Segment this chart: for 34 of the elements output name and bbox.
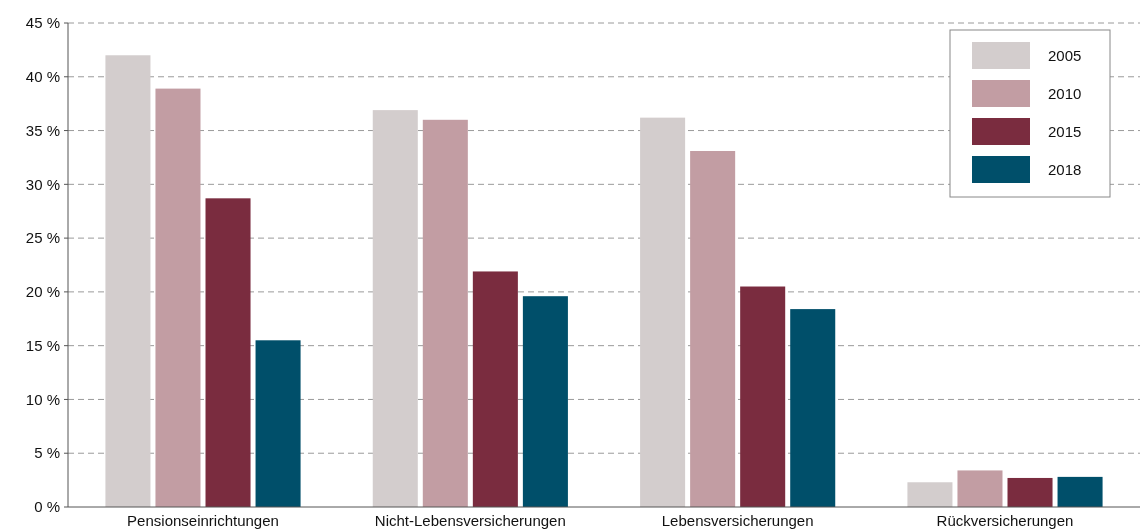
legend-label: 2015 — [1048, 123, 1082, 141]
y-tick-label: 10 % — [25, 390, 60, 408]
bar — [740, 286, 786, 507]
y-tick-label: 25 % — [25, 229, 60, 247]
legend-label: 2005 — [1048, 47, 1082, 65]
y-tick-label: 20 % — [25, 283, 60, 301]
bar — [155, 88, 201, 507]
y-tick-label: 45 % — [25, 14, 60, 32]
x-tick-label: Lebensversicherungen — [661, 512, 814, 529]
bar — [105, 55, 151, 507]
legend-label: 2018 — [1048, 161, 1082, 179]
bar — [372, 110, 418, 507]
bar — [790, 309, 836, 507]
x-tick-label: Pensionseinrichtungen — [127, 512, 279, 529]
bar — [907, 482, 953, 507]
bar — [472, 271, 518, 507]
y-tick-label: 5 % — [34, 444, 60, 462]
x-tick-label: Rückversicherungen — [936, 512, 1074, 529]
bar — [690, 150, 736, 507]
legend-label: 2010 — [1048, 85, 1082, 103]
y-tick-label: 0 % — [34, 498, 60, 516]
x-tick-label: Nicht-Lebensversicherungen — [374, 512, 566, 529]
bar — [640, 117, 686, 507]
bar — [957, 470, 1003, 507]
y-tick-label: 15 % — [25, 336, 60, 354]
bar — [522, 296, 568, 507]
y-tick-label: 35 % — [25, 121, 60, 139]
bar — [1057, 476, 1103, 507]
bar — [205, 198, 251, 507]
y-tick-label: 40 % — [25, 68, 60, 86]
y-tick-label: 30 % — [25, 175, 60, 193]
bar — [1007, 477, 1053, 507]
bar — [255, 340, 301, 507]
bar — [422, 119, 468, 507]
